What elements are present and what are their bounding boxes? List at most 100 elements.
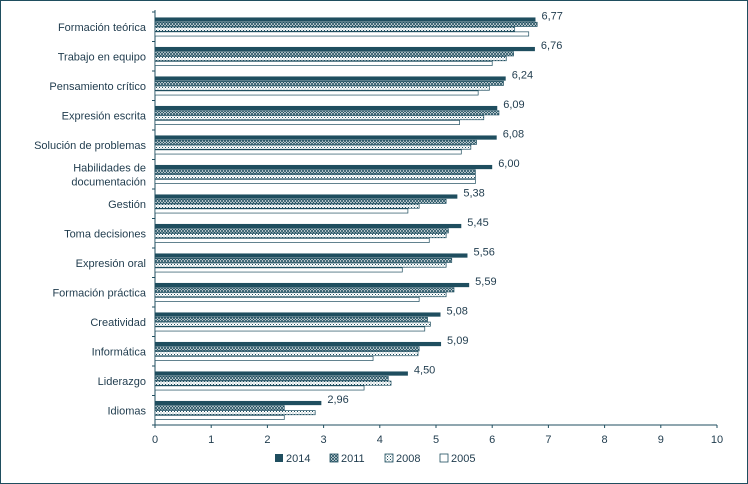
category-label: Formación teórica	[58, 22, 147, 34]
bar-2011	[154, 21, 538, 27]
bar-2005	[154, 90, 479, 96]
x-tick-label: 10	[711, 434, 723, 446]
bar-2011	[154, 287, 455, 293]
legend-label-2005: 2005	[451, 453, 475, 465]
bar-2014	[155, 341, 442, 347]
category-label: Formación práctica	[52, 287, 146, 299]
x-tick-label: 1	[208, 434, 214, 446]
x-tick-label: 7	[545, 434, 551, 446]
data-label: 6,08	[503, 128, 524, 140]
bar-2005	[154, 385, 365, 391]
category-label: Expresión oral	[76, 258, 146, 270]
bar-2008	[154, 292, 447, 298]
data-label: 4,50	[414, 364, 435, 376]
bar-2005	[154, 267, 403, 273]
x-tick-label: 8	[602, 434, 608, 446]
x-tick-label: 2	[264, 434, 270, 446]
bar-2014	[155, 223, 462, 229]
bar-2014	[155, 105, 498, 111]
x-tick-label: 5	[433, 434, 439, 446]
x-tick-label: 6	[489, 434, 495, 446]
plot-area: 0 1 2 3 4 5 6 7 8 9 10 Formación teórica 6,77 Trabajo…	[34, 10, 723, 446]
data-label: 5,56	[473, 246, 494, 258]
legend-label-2014: 2014	[286, 453, 310, 465]
bar-2011	[154, 169, 476, 175]
data-label: 6,77	[541, 10, 562, 22]
bar-2008	[154, 56, 507, 62]
bar-2011	[154, 51, 514, 57]
data-label: 5,38	[463, 187, 484, 199]
category-label: Pensamiento crítico	[49, 81, 146, 93]
bar-2005	[154, 208, 409, 214]
bar-2008	[154, 233, 447, 239]
bar-2014	[155, 371, 408, 376]
legend-swatch-2011	[329, 453, 339, 463]
bar-2005	[154, 149, 462, 155]
bar-2011	[154, 110, 500, 116]
bar-2014	[155, 194, 458, 199]
data-label: 5,08	[446, 305, 467, 317]
bar-2008	[154, 380, 392, 386]
bar-2014	[155, 400, 322, 406]
bar-2011	[154, 375, 389, 381]
legend-label-2011: 2011	[341, 453, 365, 465]
bar-2014	[155, 46, 535, 52]
bar-2014	[155, 17, 536, 22]
bar-2008	[154, 351, 419, 357]
legend-label-2008: 2008	[396, 453, 420, 465]
bar-2011	[154, 198, 447, 204]
bar-2008	[154, 321, 431, 327]
data-label: 6,09	[503, 99, 524, 111]
bar-2008	[154, 203, 420, 209]
bar-2011	[154, 80, 504, 86]
legend-swatch-2008	[384, 453, 394, 463]
data-label: 6,24	[512, 69, 533, 81]
bar-2014	[155, 76, 506, 81]
bar-2005	[154, 415, 285, 420]
data-label: 5,09	[447, 335, 468, 347]
bar-2005	[154, 297, 420, 302]
bar-2011	[154, 228, 449, 234]
bar-2005	[154, 60, 493, 66]
bar-2014	[155, 282, 470, 288]
category-label: Habilidades de documentación	[71, 162, 146, 188]
bar-2008	[154, 115, 485, 121]
category-label: Expresión escrita	[62, 110, 147, 122]
bar-2005	[154, 31, 530, 37]
bar-2008	[154, 144, 472, 150]
legend-swatch-2005	[439, 453, 449, 463]
category-label: Solución de problemas	[34, 140, 146, 152]
category-label: Idiomas	[107, 405, 146, 417]
bar-2008	[154, 410, 316, 416]
category-label: Trabajo en equipo	[58, 51, 146, 63]
x-tick-label: 0	[152, 434, 158, 446]
bar-2011	[154, 257, 453, 263]
category-label: Informática	[92, 346, 147, 358]
bar-2008	[154, 174, 476, 180]
bar-2005	[154, 238, 430, 243]
bar-2011	[154, 405, 285, 411]
category-label: Toma decisiones	[64, 228, 146, 240]
bar-2014	[155, 164, 493, 170]
bar-2005	[154, 179, 476, 184]
bar-2008	[154, 262, 447, 268]
x-tick-label: 4	[377, 434, 383, 446]
data-label: 5,59	[475, 276, 496, 288]
category-label: Gestión	[108, 199, 146, 211]
bar-2005	[154, 326, 426, 332]
category-label: Creatividad	[90, 317, 146, 329]
category-label: Liderazgo	[98, 376, 146, 388]
bar-2011	[154, 346, 420, 352]
bar-2011	[154, 139, 477, 145]
legend: 2014 2011 2008 2005	[275, 453, 475, 465]
x-tick-label: 3	[321, 434, 327, 446]
bar-2014	[155, 253, 468, 258]
bar-2011	[154, 316, 428, 322]
bar-2014	[155, 312, 441, 317]
legend-swatch-2014	[275, 454, 283, 462]
x-tick-label: 9	[658, 434, 664, 446]
bar-2014	[155, 135, 497, 140]
data-label: 5,45	[467, 217, 488, 229]
data-label: 2,96	[327, 394, 348, 406]
